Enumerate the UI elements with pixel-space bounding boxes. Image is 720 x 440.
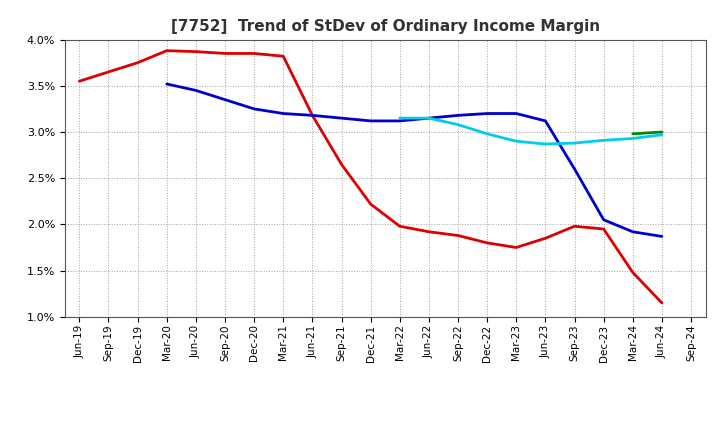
5 Years [657, 234, 666, 239]
7 Years [454, 122, 462, 127]
5 Years [483, 111, 492, 116]
3 Years [192, 49, 200, 54]
5 Years [192, 88, 200, 93]
7 Years [570, 140, 579, 146]
3 Years [483, 240, 492, 246]
3 Years [629, 270, 637, 275]
3 Years [512, 245, 521, 250]
5 Years [337, 115, 346, 121]
7 Years [629, 136, 637, 141]
7 Years [512, 139, 521, 144]
3 Years [657, 300, 666, 305]
5 Years [308, 113, 317, 118]
5 Years [395, 118, 404, 124]
Line: 5 Years: 5 Years [167, 84, 662, 236]
7 Years [657, 132, 666, 137]
3 Years [366, 202, 375, 207]
3 Years [395, 224, 404, 229]
5 Years [250, 106, 258, 111]
3 Years [570, 224, 579, 229]
3 Years [337, 161, 346, 167]
Line: 7 Years: 7 Years [400, 118, 662, 144]
3 Years [308, 113, 317, 118]
5 Years [220, 97, 229, 102]
3 Years [454, 233, 462, 238]
3 Years [250, 51, 258, 56]
3 Years [425, 229, 433, 235]
3 Years [279, 54, 287, 59]
7 Years [425, 115, 433, 121]
5 Years [629, 229, 637, 235]
5 Years [541, 118, 550, 124]
Title: [7752]  Trend of StDev of Ordinary Income Margin: [7752] Trend of StDev of Ordinary Income… [171, 19, 600, 34]
7 Years [395, 115, 404, 121]
3 Years [599, 226, 608, 231]
3 Years [541, 235, 550, 241]
5 Years [279, 111, 287, 116]
10 Years [657, 129, 666, 135]
Line: 3 Years: 3 Years [79, 51, 662, 303]
7 Years [483, 131, 492, 136]
5 Years [425, 115, 433, 121]
5 Years [570, 166, 579, 172]
10 Years [629, 131, 637, 136]
3 Years [163, 48, 171, 53]
5 Years [512, 111, 521, 116]
3 Years [104, 69, 113, 74]
5 Years [163, 81, 171, 87]
5 Years [366, 118, 375, 124]
7 Years [599, 138, 608, 143]
3 Years [75, 78, 84, 84]
5 Years [599, 217, 608, 222]
Line: 10 Years: 10 Years [633, 132, 662, 134]
3 Years [133, 60, 142, 65]
3 Years [220, 51, 229, 56]
5 Years [454, 113, 462, 118]
7 Years [541, 141, 550, 147]
